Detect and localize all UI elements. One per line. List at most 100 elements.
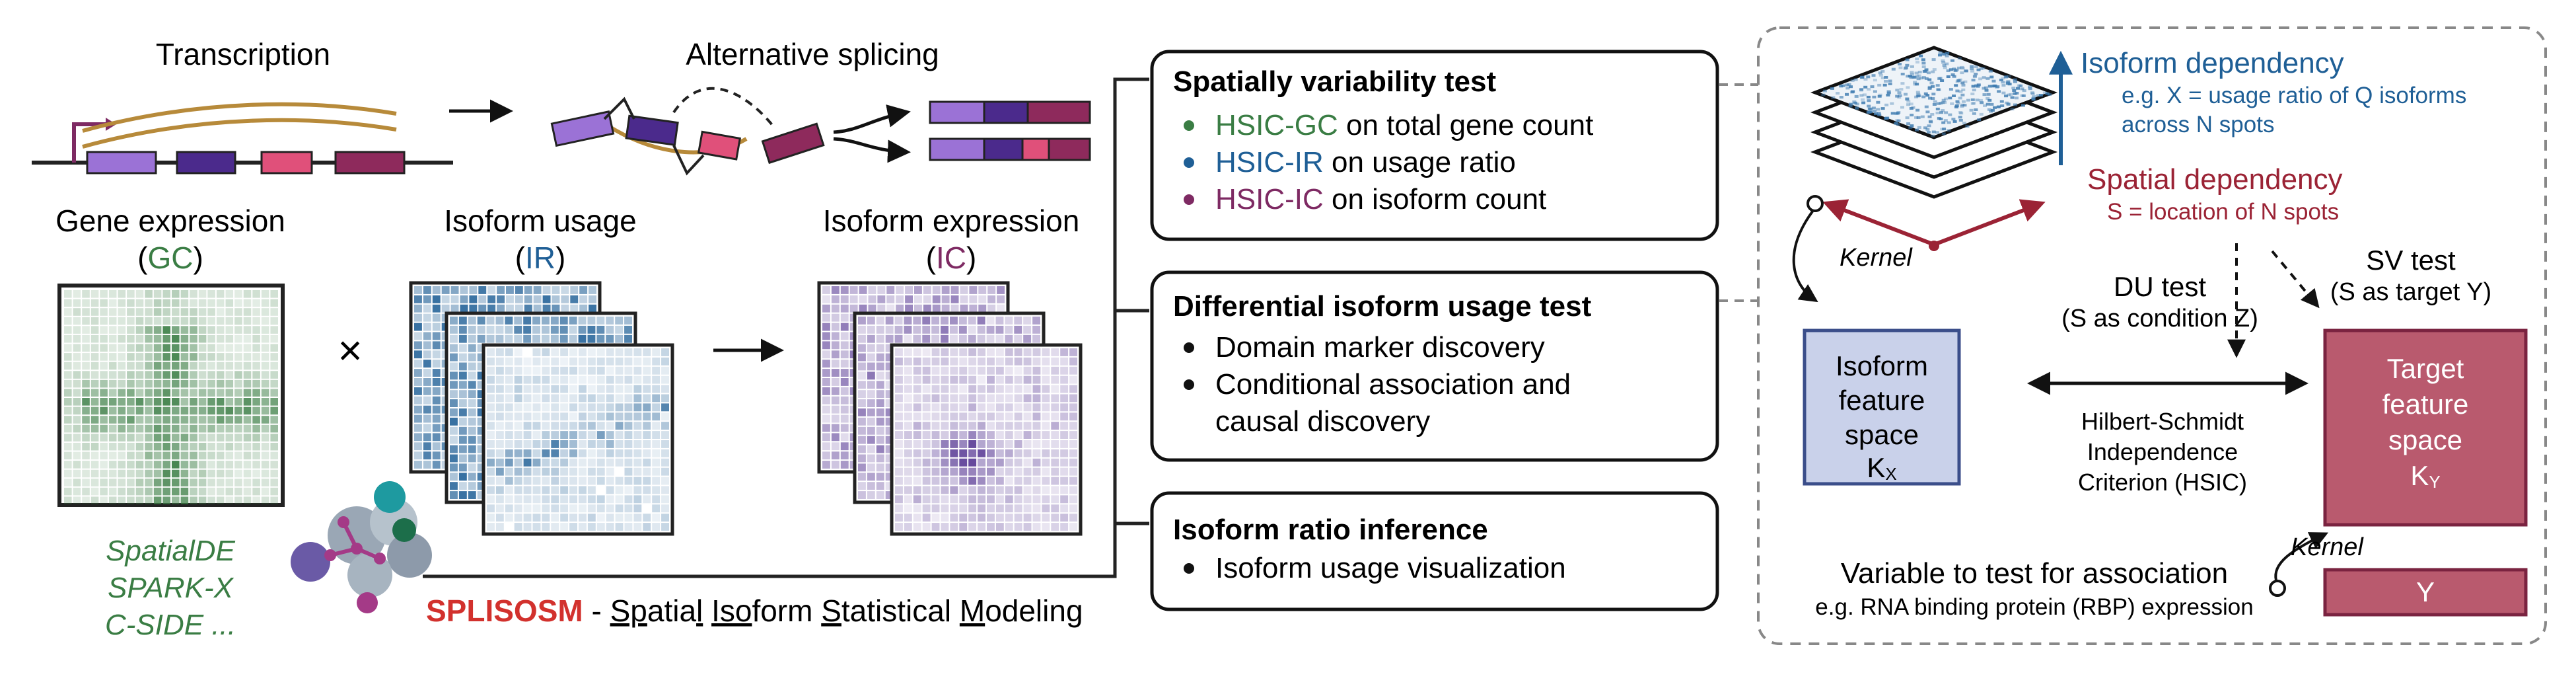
spot <box>261 469 269 478</box>
spot <box>922 449 931 457</box>
layer-spot <box>1993 106 1997 109</box>
layer-spot <box>1898 63 1902 65</box>
spot <box>270 326 278 334</box>
spot <box>987 304 996 313</box>
layer-spot <box>1884 76 1888 79</box>
spot <box>1060 431 1069 439</box>
spot <box>922 486 931 494</box>
spot <box>100 317 108 325</box>
spot <box>624 394 633 403</box>
layer-spot <box>1935 111 1940 114</box>
spot <box>153 334 162 343</box>
spot <box>941 334 948 343</box>
spot <box>1014 440 1022 448</box>
spot <box>931 422 940 430</box>
spot <box>477 334 485 343</box>
spot <box>589 304 596 313</box>
spot <box>652 486 661 494</box>
layer-spot <box>1950 102 1954 105</box>
layer-spot <box>1897 91 1902 95</box>
spot <box>243 469 252 478</box>
layer-spot <box>2001 84 2006 87</box>
spot <box>922 394 931 403</box>
spot <box>1069 449 1077 457</box>
spot <box>1023 504 1032 513</box>
spot <box>172 398 180 406</box>
spot <box>661 366 669 375</box>
spot <box>505 334 513 343</box>
spot <box>923 304 931 313</box>
spot <box>624 514 633 522</box>
layer-spot <box>1915 58 1919 61</box>
spot <box>1023 458 1032 467</box>
spot <box>904 366 912 375</box>
spot <box>190 379 197 388</box>
spot <box>207 469 215 478</box>
spot <box>1051 366 1059 375</box>
spot <box>64 299 72 307</box>
spot <box>895 467 903 476</box>
spot <box>100 496 108 504</box>
spot <box>108 496 117 504</box>
spot <box>100 416 108 424</box>
layer-spot <box>2013 92 2017 95</box>
spot <box>1060 486 1069 494</box>
spot <box>145 362 153 370</box>
spot <box>414 442 422 451</box>
layer-spot <box>1960 67 1965 70</box>
spot <box>180 496 189 504</box>
spot <box>243 416 252 424</box>
spot <box>904 449 912 457</box>
layer-spot <box>1982 87 1986 90</box>
spot <box>190 334 197 343</box>
spot <box>652 514 661 522</box>
spot <box>180 406 189 415</box>
layer-spot <box>1924 68 1929 71</box>
spot <box>551 458 559 467</box>
spot <box>487 348 495 356</box>
spot <box>432 461 441 469</box>
spot <box>243 334 252 343</box>
spot <box>615 334 624 343</box>
spot <box>624 375 633 384</box>
spot <box>118 451 126 460</box>
spot <box>968 486 977 494</box>
spot <box>198 398 207 406</box>
spot <box>624 449 633 457</box>
spot <box>458 445 467 453</box>
spot <box>895 385 903 393</box>
spot <box>118 308 126 316</box>
layer-spot <box>1945 52 1950 55</box>
spot <box>207 317 215 325</box>
spot <box>858 454 866 463</box>
spot <box>596 385 605 393</box>
spot <box>127 406 135 415</box>
spot <box>198 442 207 451</box>
spot <box>477 390 485 399</box>
spot <box>198 326 207 334</box>
spot <box>569 375 577 384</box>
spot <box>468 399 476 407</box>
spot <box>497 295 505 303</box>
layer-spot <box>1988 69 1993 73</box>
spot <box>1023 449 1032 457</box>
layer-spot <box>1873 79 1877 82</box>
layer-spot <box>1958 111 1963 114</box>
spot <box>587 477 596 485</box>
spot <box>90 487 99 496</box>
spot <box>532 514 541 522</box>
gene-expression-panel: Gene expression (GC) SpatialDE SPARK-X C… <box>55 204 285 641</box>
layer-spot <box>1861 98 1865 101</box>
spot <box>458 436 467 444</box>
layer-spot <box>1927 78 1932 81</box>
spot <box>652 449 661 457</box>
spot <box>652 477 661 485</box>
layer-spot <box>1866 75 1871 79</box>
spot <box>190 487 197 496</box>
layer-spot <box>2016 87 2020 90</box>
spot <box>831 378 840 386</box>
spot <box>885 473 894 481</box>
spot <box>987 286 996 294</box>
spot <box>252 451 260 460</box>
spot <box>615 366 624 375</box>
